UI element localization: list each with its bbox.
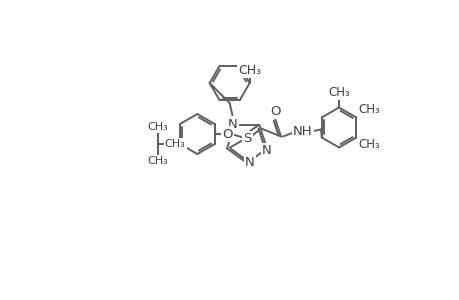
Text: S: S bbox=[242, 132, 251, 145]
Text: CH₃: CH₃ bbox=[164, 139, 185, 149]
Text: N: N bbox=[245, 157, 254, 169]
Text: CH₃: CH₃ bbox=[238, 64, 261, 76]
Text: N: N bbox=[262, 144, 271, 157]
Text: CH₃: CH₃ bbox=[327, 86, 349, 99]
Text: NH: NH bbox=[292, 125, 312, 138]
Text: CH₃: CH₃ bbox=[147, 122, 168, 132]
Text: N: N bbox=[227, 118, 237, 130]
Text: O: O bbox=[269, 105, 280, 118]
Text: CH₃: CH₃ bbox=[358, 103, 380, 116]
Text: CH₃: CH₃ bbox=[358, 139, 380, 152]
Text: CH₃: CH₃ bbox=[147, 156, 168, 166]
Text: O: O bbox=[222, 128, 232, 140]
